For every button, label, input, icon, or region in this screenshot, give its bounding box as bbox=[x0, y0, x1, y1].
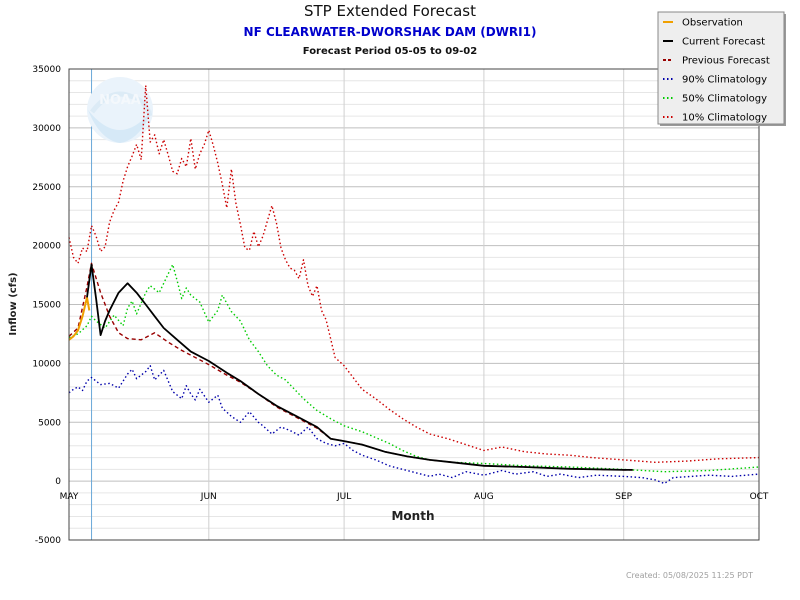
y-tick-label: 0 bbox=[55, 477, 61, 487]
x-tick-label: JUL bbox=[336, 492, 351, 502]
forecast-period: Forecast Period 05-05 to 09-02 bbox=[302, 46, 478, 57]
y-tick-label: 10000 bbox=[32, 359, 61, 369]
legend-label: Previous Forecast bbox=[682, 56, 770, 67]
grid-lines bbox=[68, 69, 760, 540]
legend-label: 90% Climatology bbox=[682, 75, 767, 86]
legend-label: Current Forecast bbox=[682, 37, 765, 48]
series-line-10-climatology bbox=[68, 84, 760, 463]
noaa-logo: NOAA bbox=[87, 77, 153, 143]
x-tick-label: AUG bbox=[474, 492, 494, 502]
y-tick-label: 35000 bbox=[32, 65, 61, 75]
y-axis-label: Inflow (cfs) bbox=[8, 272, 19, 335]
x-tick-label: SEP bbox=[615, 492, 632, 502]
x-tick-label: JUN bbox=[200, 492, 217, 502]
y-tick-label: 5000 bbox=[38, 418, 61, 428]
legend: Observation Current Forecast Previous Fore… bbox=[657, 11, 786, 126]
chart-title: STP Extended Forecast bbox=[304, 2, 476, 20]
y-tick-label: 20000 bbox=[32, 242, 61, 252]
x-tick-label: MAY bbox=[60, 492, 79, 502]
legend-box bbox=[657, 11, 785, 125]
legend-label: 10% Climatology bbox=[682, 113, 767, 124]
legend-label: 50% Climatology bbox=[682, 94, 767, 105]
series-line-observation bbox=[68, 296, 91, 341]
y-tick-label: 30000 bbox=[32, 124, 61, 134]
series-line-previous-forecast bbox=[68, 262, 633, 471]
y-tick-label: 25000 bbox=[32, 183, 61, 193]
legend-label: Observation bbox=[682, 18, 743, 29]
series-line-90-climatology bbox=[68, 365, 760, 485]
logo-text: NOAA bbox=[99, 93, 141, 108]
y-tick-label: 15000 bbox=[32, 301, 61, 311]
station-subtitle: NF CLEARWATER-DWORSHAK DAM (DWRI1) bbox=[243, 25, 537, 39]
series-line-current-forecast bbox=[86, 263, 633, 471]
created-timestamp: Created: 05/08/2025 11:25 PDT bbox=[625, 571, 753, 580]
x-tick-label: OCT bbox=[750, 492, 769, 502]
x-axis-label: Month bbox=[391, 509, 434, 523]
y-tick-label: -5000 bbox=[35, 536, 61, 546]
